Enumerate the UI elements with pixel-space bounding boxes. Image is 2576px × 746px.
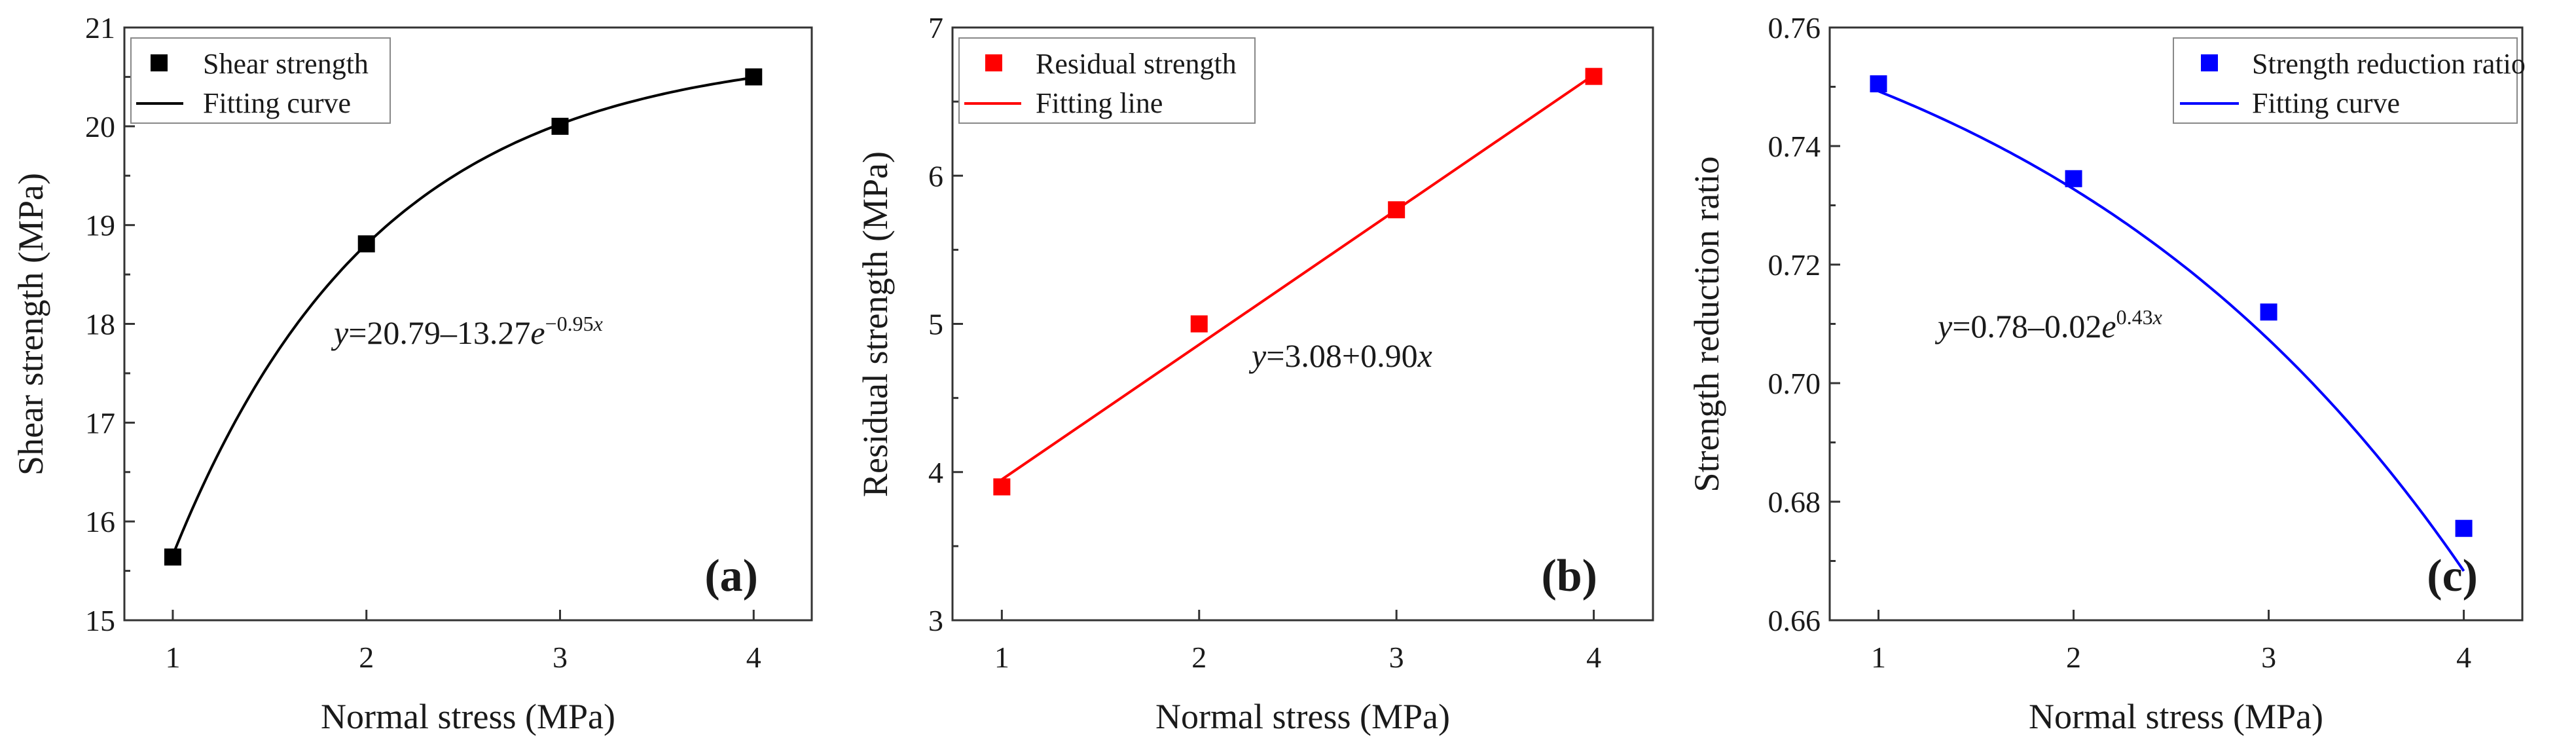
x-tick-label: 3: [553, 641, 568, 674]
equation-exponent: 0.43: [2116, 305, 2153, 329]
equation-x: x: [1417, 337, 1432, 374]
fit-equation: y=20.79–13.27e−0.95x: [331, 312, 603, 351]
y-tick-label: 16: [85, 505, 115, 538]
y-tick-label: 20: [85, 110, 115, 143]
legend-box: [130, 37, 391, 124]
y-tick-label: 7: [928, 11, 943, 45]
legend-label-fit: Fitting curve: [203, 87, 351, 119]
y-tick-label: 0.66: [1768, 604, 1821, 637]
legend-label-fit: Fitting line: [1036, 87, 1163, 119]
equation-y: y: [1934, 308, 1953, 345]
x-tick-label: 2: [1191, 641, 1206, 674]
data-point: [164, 548, 181, 566]
x-tick-label: 4: [2456, 641, 2471, 674]
x-tick-label: 1: [165, 641, 180, 674]
legend: Residual strength Fitting line: [958, 37, 1256, 124]
panel-label: (b): [1541, 551, 1597, 601]
ticks: 1 2 3 4 3 4 5 6 7: [928, 11, 1601, 674]
x-tick-label: 3: [2261, 641, 2276, 674]
legend: Shear strength Fitting curve: [130, 37, 391, 124]
legend-label-fit: Fitting curve: [2252, 87, 2400, 119]
y-tick-label: 21: [85, 11, 115, 45]
data-point: [1870, 75, 1887, 92]
legend-box: [2173, 37, 2518, 124]
legend-label-data: Shear strength: [203, 48, 369, 80]
x-tick-label: 1: [994, 641, 1009, 674]
equation-exponent: −0.95: [545, 312, 594, 335]
equation-body: =20.79–13.27: [348, 314, 530, 351]
y-tick-label: 0.68: [1768, 485, 1821, 519]
data-point: [993, 478, 1011, 496]
data-point: [2065, 170, 2082, 187]
legend-marker-icon: [985, 54, 1002, 71]
legend-box: [958, 37, 1256, 124]
equation-y: y: [331, 314, 349, 351]
data-point: [2455, 519, 2473, 537]
data-points: [1870, 75, 2473, 537]
fitting-curve: [172, 76, 754, 556]
y-axis-label: Shear strength (MPa): [11, 173, 50, 476]
data-point: [357, 235, 375, 253]
legend-marker-icon: [151, 54, 168, 71]
fit-equation: y=3.08+0.90x: [1248, 337, 1432, 374]
y-tick-label: 19: [85, 209, 115, 242]
y-tick-label: 17: [85, 406, 115, 439]
legend-marker-icon: [2201, 54, 2218, 71]
equation-x: x: [2152, 305, 2162, 329]
x-tick-label: 2: [2066, 641, 2081, 674]
x-axis-label: Normal stress (MPa): [321, 697, 615, 736]
equation-body: =3.08+0.90: [1266, 337, 1417, 374]
data-point: [745, 68, 763, 86]
y-tick-label: 15: [85, 604, 115, 637]
ticks: 1 2 3 4 0.66 0.68 0.70 0.72 0.74 0.76: [1768, 11, 2472, 674]
panel-c: 1 2 3 4 0.66 0.68 0.70 0.72 0.74 0.76 Strength re…: [1687, 11, 2526, 736]
data-point: [551, 117, 569, 135]
fitting-curve: [1878, 90, 2465, 572]
x-tick-label: 2: [359, 641, 374, 674]
panel-b: 1 2 3 4 3 4 5 6 7 Residual strength Fitting line…: [856, 11, 1654, 736]
y-tick-label: 6: [928, 159, 943, 193]
y-tick-label: 0.72: [1768, 248, 1821, 282]
y-axis-label: Strength reduction ratio: [1687, 157, 1726, 493]
fitting-line: [1001, 73, 1595, 481]
y-tick-label: 3: [928, 604, 943, 637]
y-tick-label: 5: [928, 308, 943, 341]
fit-equation: y=0.78–0.02e0.43x: [1934, 305, 2162, 345]
ticks: 1 2 3 4 15 16 17 18 19 20 21: [85, 11, 761, 674]
y-tick-label: 0.76: [1768, 11, 1821, 45]
data-points: [993, 67, 1603, 496]
data-points: [164, 68, 763, 566]
y-axis-label: Residual strength (MPa): [856, 151, 895, 497]
x-tick-label: 1: [1871, 641, 1886, 674]
data-point: [1388, 201, 1406, 219]
panel-label: (a): [704, 551, 758, 601]
equation-e: e: [2101, 308, 2116, 345]
data-point: [1585, 67, 1603, 85]
equation-y: y: [1248, 337, 1267, 374]
equation-x: x: [593, 312, 603, 335]
y-tick-label: 18: [85, 308, 115, 341]
y-tick-label: 0.70: [1768, 367, 1821, 400]
x-axis-label: Normal stress (MPa): [1155, 697, 1450, 736]
equation-e: e: [530, 314, 545, 351]
panel-a: 1 2 3 4 15 16 17 18 19 20 21 Shear strength Fittin…: [11, 11, 813, 736]
equation-body: =0.78–0.02: [1952, 308, 2101, 345]
y-tick-label: 0.74: [1768, 130, 1821, 163]
panel-label: (c): [2427, 551, 2478, 601]
x-tick-label: 4: [746, 641, 761, 674]
x-axis-label: Normal stress (MPa): [2029, 697, 2323, 736]
x-tick-label: 3: [1389, 641, 1404, 674]
legend-label-data: Strength reduction ratio: [2252, 48, 2526, 80]
y-tick-label: 4: [928, 456, 943, 489]
legend: Strength reduction ratio Fitting curve: [2173, 37, 2526, 124]
data-point: [1190, 315, 1208, 333]
legend-label-data: Residual strength: [1036, 48, 1237, 80]
x-tick-label: 4: [1586, 641, 1601, 674]
data-point: [2260, 303, 2277, 321]
